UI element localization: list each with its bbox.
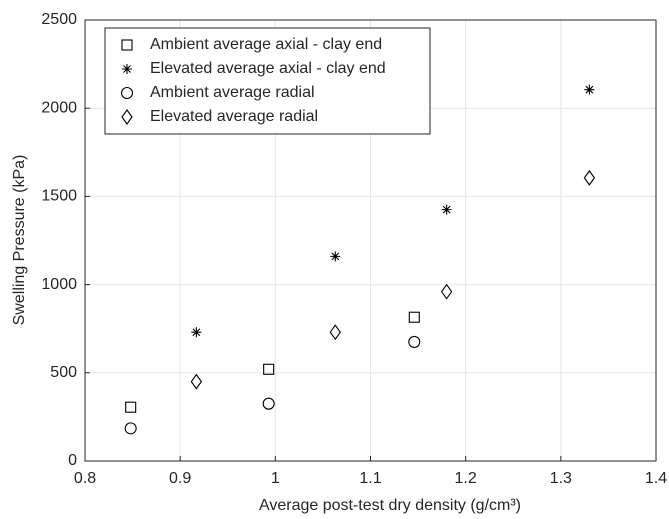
legend-label: Ambient average radial xyxy=(150,84,315,101)
marker-diamond xyxy=(440,283,453,300)
marker-diamond xyxy=(121,109,133,125)
y-tick-label: 500 xyxy=(50,364,77,381)
marker-square xyxy=(263,363,275,375)
marker-diamond xyxy=(329,324,341,341)
y-tick-label: 2500 xyxy=(41,11,77,28)
legend-label: Elevated average radial xyxy=(150,108,318,125)
marker-circle xyxy=(262,397,275,410)
y-tick-label: 1000 xyxy=(41,276,77,293)
marker-square xyxy=(125,401,137,413)
marker-diamond xyxy=(190,373,203,390)
marker-circle xyxy=(408,335,421,348)
x-tick-label: 0.9 xyxy=(169,470,191,487)
x-tick-label: 1 xyxy=(271,470,280,487)
marker-square xyxy=(408,311,420,323)
marker-circle xyxy=(124,422,137,435)
legend-box xyxy=(104,27,431,135)
x-tick-label: 1.1 xyxy=(359,470,381,487)
x-tick-label: 1.4 xyxy=(645,470,667,487)
y-axis-label: Swelling Pressure (kPa) xyxy=(11,155,28,326)
x-tick-label: 0.8 xyxy=(74,470,96,487)
x-axis-label: Average post-test dry density (g/cm³) xyxy=(259,497,521,514)
legend-label: Elevated average axial - clay end xyxy=(150,60,386,77)
marker-asterisk xyxy=(191,327,202,338)
marker-asterisk xyxy=(330,251,341,262)
plot-frame xyxy=(84,19,657,462)
marker-asterisk xyxy=(441,204,452,215)
marker-asterisk xyxy=(584,84,595,95)
legend-label: Ambient average axial - clay end xyxy=(150,36,382,53)
marker-asterisk xyxy=(122,64,132,74)
marker-square xyxy=(121,39,133,51)
marker-diamond xyxy=(583,169,596,186)
y-tick-label: 0 xyxy=(68,452,77,469)
y-tick-label: 2000 xyxy=(41,99,77,116)
x-tick-label: 1.2 xyxy=(455,470,477,487)
marker-circle xyxy=(120,86,134,100)
y-tick-label: 1500 xyxy=(41,188,77,205)
x-tick-label: 1.3 xyxy=(550,470,572,487)
